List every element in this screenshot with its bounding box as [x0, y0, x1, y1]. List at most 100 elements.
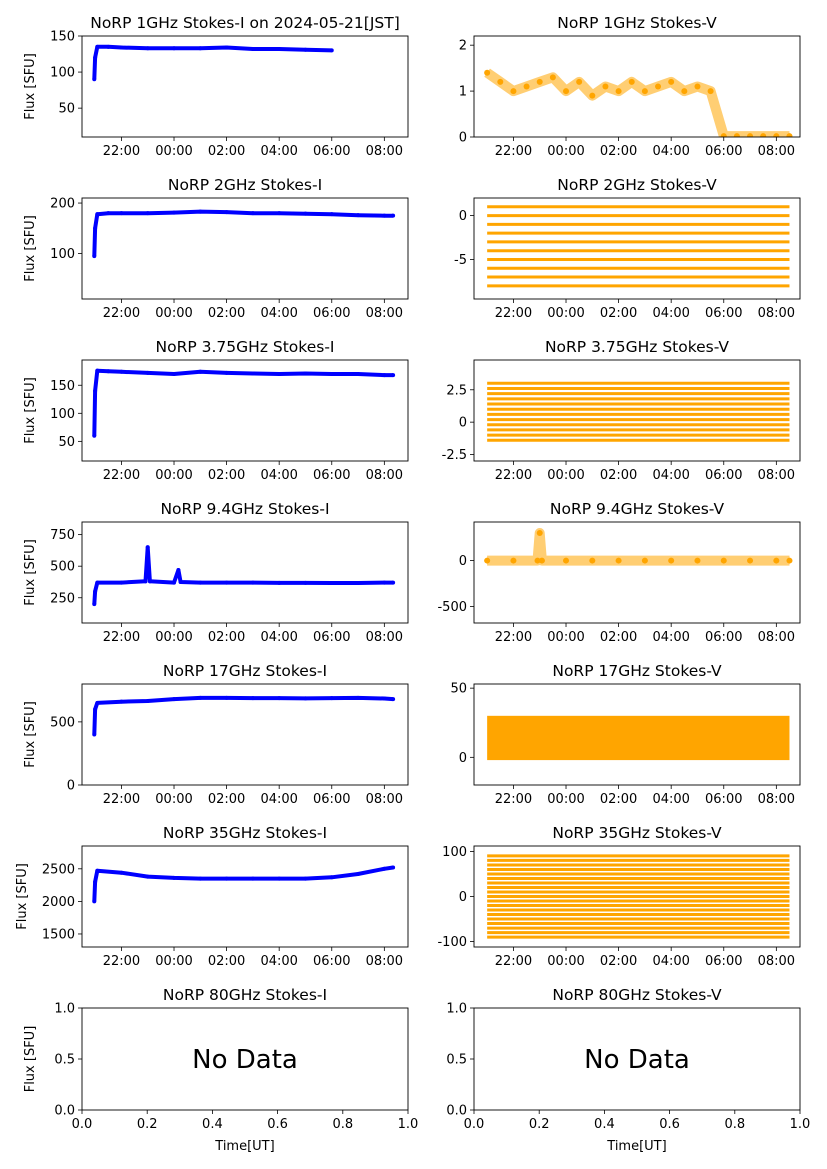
subplot-6: 22:00 00:00 02:00 04:00 06:00 08:00 -2.5 0 2.5 No…	[442, 338, 801, 483]
axes-frame	[81, 521, 409, 624]
axes-frame	[81, 359, 409, 462]
y-tick-label: 0.5	[446, 1053, 467, 1068]
x-tick-label: 06:00	[313, 954, 350, 969]
data-point	[668, 78, 675, 85]
plot-area	[487, 715, 790, 761]
y-tick-label: 0	[459, 416, 467, 431]
data-point	[329, 696, 334, 701]
data-point	[786, 133, 793, 137]
data-point	[92, 77, 97, 82]
data-point	[510, 88, 517, 95]
x-tick-label: 06:00	[313, 144, 350, 159]
data-point	[145, 545, 150, 550]
data-point	[93, 707, 98, 712]
data-point	[224, 370, 229, 375]
data-point	[329, 875, 334, 880]
y-tick-label: 0	[459, 131, 467, 146]
axes-frame	[81, 845, 409, 948]
x-tick-label: 1.0	[398, 1117, 419, 1132]
x-tick-label: 08:00	[758, 954, 795, 969]
y-tick-label: -100	[437, 935, 467, 950]
x-tick-label: 0.4	[202, 1117, 223, 1132]
data-point	[391, 697, 396, 702]
data-point	[356, 695, 361, 700]
data-point	[172, 697, 177, 702]
y-tick-label: 0.0	[54, 1104, 75, 1119]
data-point	[106, 211, 111, 216]
data-point	[277, 696, 282, 701]
x-tick-label: 08:00	[758, 144, 795, 159]
y-tick-label: 150	[50, 30, 75, 45]
data-point	[329, 372, 334, 377]
data-point	[497, 78, 504, 85]
data-point	[172, 372, 177, 377]
data-band	[487, 715, 790, 761]
data-point	[92, 899, 97, 904]
data-point	[720, 133, 727, 137]
data-point	[172, 875, 177, 880]
x-tick-label: 04:00	[260, 792, 297, 807]
data-point	[356, 213, 361, 218]
subplot-2: 22:00 00:00 02:00 04:00 06:00 08:00 0 1 2 NoRP 1G…	[459, 14, 801, 159]
data-point	[224, 580, 229, 585]
data-point	[95, 700, 100, 705]
plot-area	[92, 209, 396, 259]
x-tick-label: 06:00	[705, 468, 742, 483]
data-point	[356, 372, 361, 377]
data-point	[356, 872, 361, 877]
data-point	[93, 55, 98, 60]
subplot-10: 22:00 00:00 02:00 04:00 06:00 08:00 0 50 NoRP 17…	[450, 662, 801, 807]
y-tick-label: 200	[50, 197, 75, 212]
data-point	[523, 83, 530, 90]
data-point	[303, 47, 308, 52]
data-point	[250, 580, 255, 585]
x-tick-label: 04:00	[652, 954, 689, 969]
data-point	[773, 557, 780, 564]
data-point	[198, 46, 203, 51]
axes-frame	[473, 683, 801, 786]
x-tick-label: 08:00	[758, 630, 795, 645]
data-point	[329, 580, 334, 585]
x-tick-label: 02:00	[208, 144, 245, 159]
data-point	[303, 696, 308, 701]
x-tick-label: 04:00	[260, 630, 297, 645]
x-tick-label: 08:00	[366, 792, 403, 807]
x-tick-label: 04:00	[260, 954, 297, 969]
data-point	[563, 557, 570, 564]
y-tick-label: 500	[50, 715, 75, 730]
data-point	[589, 557, 596, 564]
x-tick-label: 08:00	[366, 630, 403, 645]
data-point	[733, 133, 740, 137]
y-tick-label: 0	[459, 890, 467, 905]
plot-area	[92, 368, 396, 438]
subplot-13: No Data 0.0 0.2 0.4 0.6 0.8 1.0 0.0 0.5 1.0 NoRP 8…	[23, 986, 418, 1154]
axes-frame	[473, 359, 801, 462]
data-point	[356, 580, 361, 585]
data-point	[92, 732, 97, 737]
data-point	[92, 433, 97, 438]
data-point	[694, 83, 701, 90]
subplot-7: 22:00 00:00 02:00 04:00 06:00 08:00 250 500 750 N…	[23, 500, 409, 645]
subplot-8: 22:00 00:00 02:00 04:00 06:00 08:00 -500 0 NoRP …	[437, 500, 801, 645]
data-point	[93, 388, 98, 393]
y-tick-label: 50	[450, 682, 467, 697]
subplot-title: NoRP 2GHz Stokes-V	[557, 176, 717, 194]
subplot-title: NoRP 1GHz Stokes-I on 2024-05-21[JST]	[90, 14, 400, 32]
subplot-title: NoRP 80GHz Stokes-V	[552, 986, 722, 1004]
data-point	[536, 530, 543, 537]
x-tick-label: 0.2	[137, 1117, 158, 1132]
data-point	[250, 46, 255, 51]
data-point	[224, 876, 229, 881]
y-axis-label: Flux [SFU]	[23, 377, 38, 444]
x-tick-label: 08:00	[366, 306, 403, 321]
subplot-9: 22:00 00:00 02:00 04:00 06:00 08:00 0 500 NoRP 1…	[23, 662, 409, 807]
data-point	[250, 371, 255, 376]
y-tick-label: 50	[58, 102, 75, 117]
data-point	[93, 226, 98, 231]
plot-area	[484, 68, 793, 137]
subplot-14: No Data 0.0 0.2 0.4 0.6 0.8 1.0 0.0 0.5 1.0 NoRP 8…	[446, 986, 810, 1154]
data-point	[303, 876, 308, 881]
data-point	[668, 557, 675, 564]
x-tick-label: 02:00	[600, 306, 637, 321]
data-point	[95, 212, 100, 217]
